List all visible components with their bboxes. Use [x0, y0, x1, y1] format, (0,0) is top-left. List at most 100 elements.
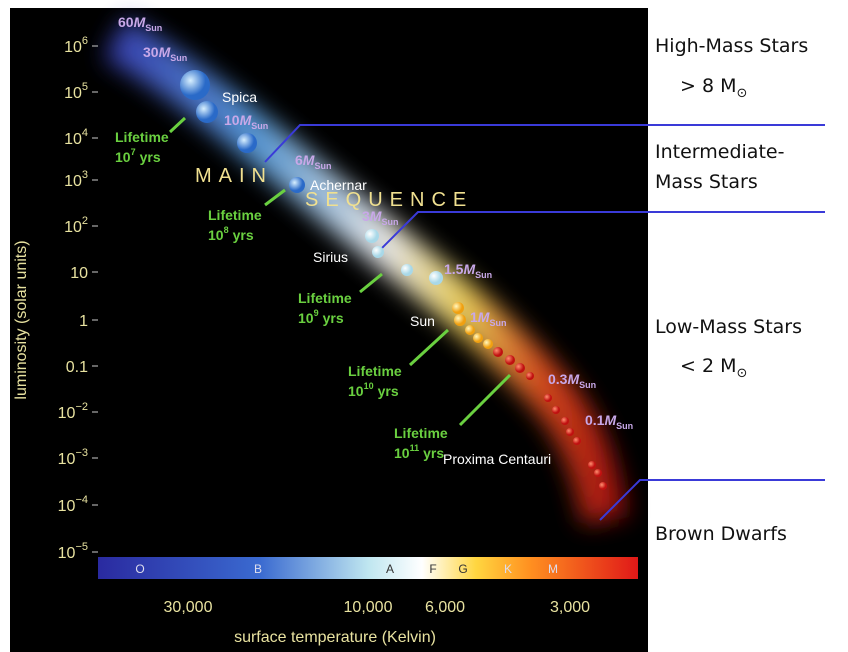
- tick-base: 10: [58, 405, 76, 422]
- category-detail: < 2 M⊙: [680, 355, 747, 381]
- spectral-class: A: [386, 562, 394, 576]
- mass-sub: Sun: [314, 161, 331, 171]
- lifetime-exp: 10: [364, 381, 374, 391]
- x-tick-label: 10,000: [344, 599, 393, 616]
- lifetime-unit: yrs: [140, 149, 161, 165]
- mass-unit: M: [134, 14, 146, 30]
- star: [196, 101, 218, 123]
- tick-exponent: −2: [75, 401, 88, 413]
- category-label: Brown Dwarfs: [655, 523, 787, 545]
- x-tick-label: 30,000: [164, 599, 213, 616]
- tick-exponent: −5: [75, 541, 88, 553]
- lifetime-exp: 11: [410, 443, 420, 453]
- detail-text: < 2 M: [680, 355, 736, 377]
- star: [561, 417, 569, 425]
- star-name: Sun: [410, 313, 435, 329]
- detail-sub: ⊙: [736, 366, 747, 381]
- tick-base: 10: [58, 451, 76, 468]
- mass-unit: M: [478, 309, 490, 325]
- mass-sub: Sun: [381, 217, 398, 227]
- mass-sub: Sun: [475, 270, 492, 280]
- lifetime-label: Lifetime: [208, 207, 262, 223]
- main-sequence-label: MAIN: [195, 165, 273, 187]
- lifetime-unit: yrs: [323, 310, 344, 326]
- star: [573, 437, 581, 445]
- star: [505, 355, 515, 365]
- star: [483, 339, 493, 349]
- mass-sub: Sun: [579, 380, 596, 390]
- category-label: Intermediate-: [655, 141, 784, 163]
- detail-sub: ⊙: [736, 86, 747, 101]
- lifetime-base: 10: [348, 383, 364, 399]
- star: [473, 333, 483, 343]
- spectral-class: B: [254, 562, 262, 576]
- mass-unit: M: [370, 208, 382, 224]
- tick-base: 10: [64, 39, 82, 56]
- tick-base: 1: [79, 313, 88, 330]
- lifetime-label: Lifetime: [348, 363, 402, 379]
- lifetime-base: 10: [208, 227, 224, 243]
- lifetime-base: 10: [115, 149, 131, 165]
- spectral-class: K: [504, 562, 512, 576]
- diagram: 1061051041031021010.110−210−310−410−5lum…: [0, 0, 848, 652]
- mass-sub: Sun: [145, 23, 162, 33]
- spectral-class: M: [548, 562, 558, 576]
- mass-unit: M: [159, 44, 171, 60]
- mass-unit: M: [604, 412, 616, 428]
- mass-unit: M: [303, 152, 315, 168]
- star: [372, 246, 384, 258]
- lifetime-unit: yrs: [233, 227, 254, 243]
- mass-value: 60: [118, 14, 134, 30]
- lifetime-exp: 8: [224, 225, 229, 235]
- star: [365, 229, 379, 243]
- lifetime-unit: yrs: [423, 445, 444, 461]
- mass-unit: M: [567, 371, 579, 387]
- mass-value: 0.1: [585, 412, 605, 428]
- tick-exponent: 2: [82, 215, 88, 227]
- tick-base: 10: [64, 219, 82, 236]
- tick-base: 0.1: [66, 359, 88, 376]
- mass-sub: Sun: [251, 121, 268, 131]
- star: [401, 264, 413, 276]
- tick-exponent: 3: [82, 169, 88, 181]
- mass-unit: M: [240, 112, 252, 128]
- tick-exponent: 6: [82, 35, 88, 47]
- star-name: Spica: [222, 89, 257, 105]
- star: [594, 469, 602, 477]
- star: [237, 133, 257, 153]
- lifetime-exp: 7: [131, 147, 136, 157]
- tick-base: 10: [70, 265, 88, 282]
- mass-sub: Sun: [616, 421, 633, 431]
- star: [180, 70, 210, 100]
- lifetime-label: Lifetime: [115, 129, 169, 145]
- y-tick-label: 0.1: [66, 359, 88, 376]
- star-name: Proxima Centauri: [443, 451, 551, 467]
- star: [526, 372, 534, 380]
- tick-base: 10: [64, 173, 82, 190]
- star-name: Achernar: [310, 177, 367, 193]
- tick-exponent: −4: [75, 494, 88, 506]
- lifetime-exp: 9: [314, 308, 319, 318]
- detail-text: > 8 M: [680, 75, 736, 97]
- mass-value: 0.3: [548, 371, 568, 387]
- spectral-class: G: [458, 562, 467, 576]
- star: [588, 461, 596, 469]
- category-detail: > 8 M⊙: [680, 75, 747, 101]
- star: [465, 325, 475, 335]
- mass-value: 1: [470, 309, 478, 325]
- lifetime-unit: yrs: [378, 383, 399, 399]
- star: [599, 482, 607, 490]
- mass-value: 6: [295, 152, 303, 168]
- star: [515, 363, 525, 373]
- star: [452, 302, 464, 314]
- tick-base: 10: [64, 85, 82, 102]
- tick-exponent: −3: [75, 447, 88, 459]
- mass-sub: Sun: [170, 53, 187, 63]
- tick-base: 10: [64, 131, 82, 148]
- spectral-class: O: [135, 562, 144, 576]
- tick-exponent: 5: [82, 81, 88, 93]
- lifetime-label: Lifetime: [298, 290, 352, 306]
- star: [289, 177, 305, 193]
- star: [566, 428, 574, 436]
- mass-unit: M: [463, 261, 475, 277]
